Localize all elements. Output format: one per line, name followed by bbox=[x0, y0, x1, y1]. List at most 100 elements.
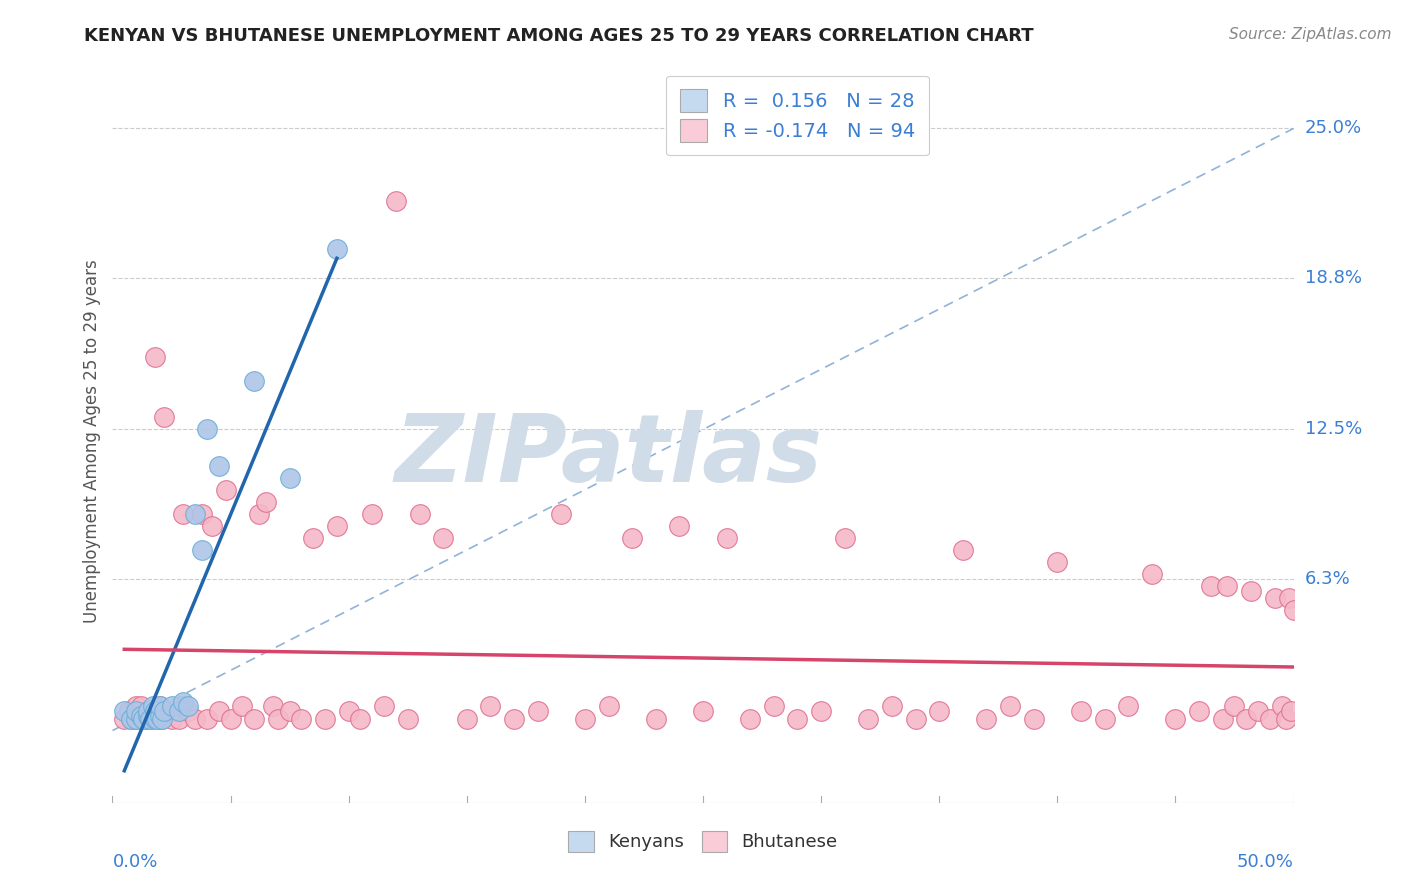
Point bbox=[432, 531, 454, 545]
Point bbox=[136, 704, 159, 718]
Point bbox=[191, 507, 214, 521]
Point bbox=[143, 704, 166, 718]
Point bbox=[149, 709, 172, 723]
Point bbox=[904, 712, 927, 726]
Point bbox=[143, 350, 166, 364]
Point bbox=[167, 704, 190, 718]
Point bbox=[408, 507, 430, 521]
Point bbox=[598, 699, 620, 714]
Point bbox=[314, 712, 336, 726]
Point bbox=[740, 712, 762, 726]
Point bbox=[1216, 579, 1239, 593]
Point bbox=[1264, 591, 1286, 606]
Point bbox=[262, 699, 284, 714]
Point bbox=[574, 712, 596, 726]
Point bbox=[456, 712, 478, 726]
Point bbox=[149, 699, 172, 714]
Point bbox=[1022, 712, 1045, 726]
Point bbox=[143, 712, 166, 726]
Point bbox=[195, 423, 218, 437]
Point bbox=[668, 518, 690, 533]
Point bbox=[1188, 704, 1211, 718]
Point bbox=[880, 699, 903, 714]
Point bbox=[139, 712, 162, 726]
Point bbox=[254, 494, 277, 508]
Point bbox=[976, 712, 998, 726]
Point bbox=[1094, 712, 1116, 726]
Text: 0.0%: 0.0% bbox=[112, 854, 157, 871]
Point bbox=[716, 531, 738, 545]
Point bbox=[302, 531, 325, 545]
Point bbox=[550, 507, 572, 521]
Point bbox=[349, 712, 371, 726]
Point bbox=[231, 699, 253, 714]
Point bbox=[396, 712, 419, 726]
Point bbox=[1240, 583, 1263, 598]
Point bbox=[1223, 699, 1246, 714]
Point bbox=[762, 699, 785, 714]
Point bbox=[215, 483, 238, 497]
Point bbox=[243, 712, 266, 726]
Point bbox=[1070, 704, 1092, 718]
Point bbox=[385, 194, 408, 208]
Point bbox=[149, 712, 172, 726]
Point bbox=[184, 712, 207, 726]
Text: ZIPatlas: ZIPatlas bbox=[395, 410, 823, 502]
Point bbox=[219, 712, 242, 726]
Point bbox=[160, 699, 183, 714]
Point bbox=[928, 704, 950, 718]
Point bbox=[172, 695, 194, 709]
Y-axis label: Unemployment Among Ages 25 to 29 years: Unemployment Among Ages 25 to 29 years bbox=[83, 260, 101, 624]
Point bbox=[1247, 704, 1270, 718]
Point bbox=[146, 712, 169, 726]
Point bbox=[201, 518, 224, 533]
Point bbox=[692, 704, 714, 718]
Point bbox=[160, 712, 183, 726]
Point bbox=[786, 712, 808, 726]
Point bbox=[150, 712, 173, 726]
Point bbox=[247, 507, 270, 521]
Point bbox=[373, 699, 395, 714]
Point bbox=[1199, 579, 1222, 593]
Point bbox=[142, 699, 165, 714]
Point bbox=[208, 704, 231, 718]
Point bbox=[120, 712, 142, 726]
Point bbox=[129, 699, 152, 714]
Point bbox=[1140, 567, 1163, 582]
Point bbox=[326, 242, 349, 256]
Text: 25.0%: 25.0% bbox=[1305, 120, 1362, 137]
Text: KENYAN VS BHUTANESE UNEMPLOYMENT AMONG AGES 25 TO 29 YEARS CORRELATION CHART: KENYAN VS BHUTANESE UNEMPLOYMENT AMONG A… bbox=[84, 27, 1033, 45]
Point bbox=[1279, 704, 1302, 718]
Point bbox=[290, 712, 312, 726]
Point bbox=[120, 712, 142, 726]
Point bbox=[118, 704, 141, 718]
Point bbox=[858, 712, 880, 726]
Point bbox=[208, 458, 231, 473]
Point bbox=[139, 712, 162, 726]
Point bbox=[160, 704, 183, 718]
Point bbox=[1282, 603, 1305, 617]
Point bbox=[172, 699, 194, 714]
Text: 6.3%: 6.3% bbox=[1305, 570, 1350, 588]
Point bbox=[243, 375, 266, 389]
Point bbox=[952, 542, 974, 557]
Point bbox=[191, 542, 214, 557]
Point bbox=[125, 712, 148, 726]
Point bbox=[644, 712, 666, 726]
Point bbox=[150, 712, 173, 726]
Point bbox=[177, 704, 200, 718]
Point bbox=[153, 704, 176, 718]
Point bbox=[125, 704, 148, 718]
Point bbox=[337, 704, 360, 718]
Point bbox=[177, 699, 200, 714]
Point bbox=[267, 712, 290, 726]
Point bbox=[167, 712, 190, 726]
Point bbox=[129, 709, 152, 723]
Text: 12.5%: 12.5% bbox=[1305, 420, 1362, 439]
Point bbox=[1234, 712, 1257, 726]
Point bbox=[125, 712, 148, 726]
Point bbox=[136, 704, 159, 718]
Point bbox=[526, 704, 548, 718]
Point bbox=[153, 410, 176, 425]
Point bbox=[621, 531, 644, 545]
